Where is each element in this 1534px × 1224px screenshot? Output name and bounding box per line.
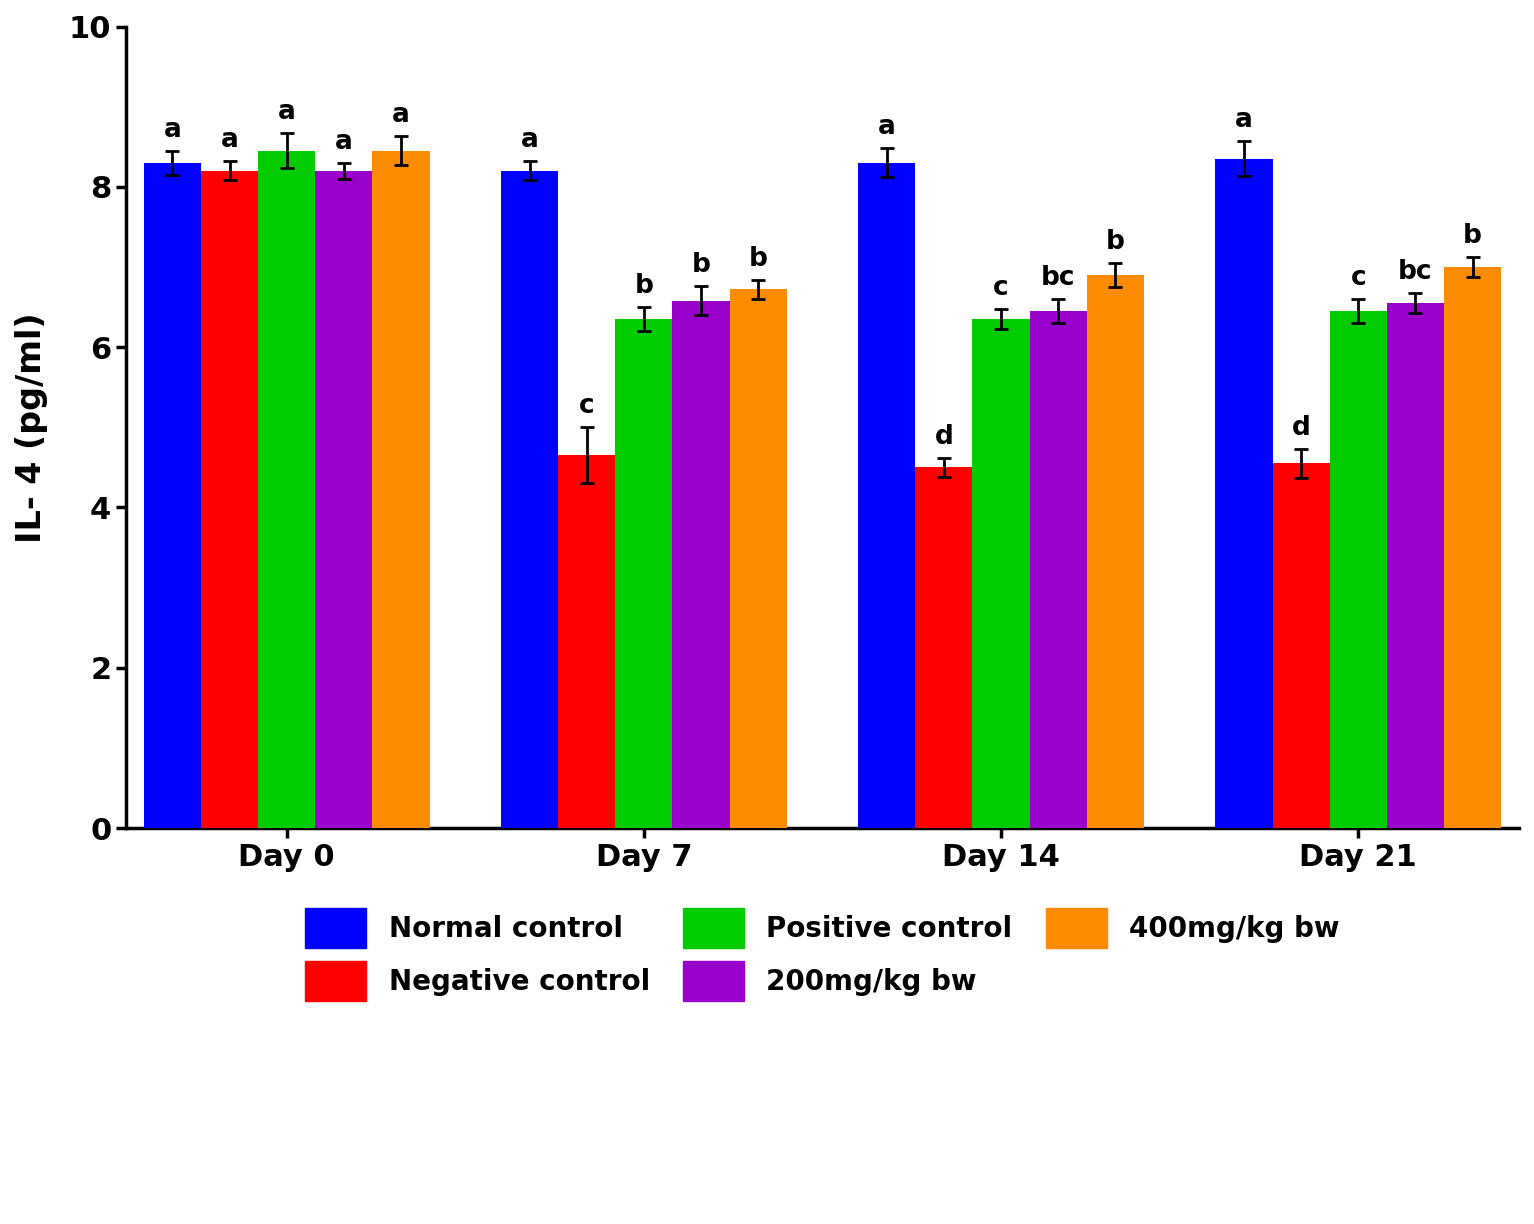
Text: a: a bbox=[278, 99, 296, 125]
Text: b: b bbox=[635, 273, 653, 299]
Bar bbox=[1330, 311, 1387, 829]
Y-axis label: IL- 4 (pg/ml): IL- 4 (pg/ml) bbox=[15, 312, 48, 542]
Bar bbox=[201, 171, 258, 829]
Text: a: a bbox=[393, 103, 410, 129]
Bar bbox=[1086, 275, 1144, 829]
Bar bbox=[558, 455, 615, 829]
Bar bbox=[1443, 267, 1502, 829]
Text: a: a bbox=[520, 127, 538, 153]
Text: bc: bc bbox=[1042, 266, 1075, 291]
Bar bbox=[615, 319, 672, 829]
Legend: Normal control, Negative control, Positive control, 200mg/kg bw, 400mg/kg bw: Normal control, Negative control, Positi… bbox=[291, 895, 1353, 1015]
Bar bbox=[1387, 304, 1443, 829]
Bar bbox=[730, 289, 787, 829]
Text: a: a bbox=[221, 127, 238, 153]
Bar bbox=[314, 171, 373, 829]
Text: c: c bbox=[992, 275, 1009, 301]
Text: a: a bbox=[1235, 108, 1253, 133]
Bar bbox=[1273, 464, 1330, 829]
Text: b: b bbox=[1463, 223, 1482, 250]
Text: c: c bbox=[578, 393, 595, 420]
Text: b: b bbox=[1106, 229, 1124, 255]
Text: d: d bbox=[934, 424, 953, 449]
Bar bbox=[858, 163, 916, 829]
Bar bbox=[1029, 311, 1086, 829]
Text: a: a bbox=[334, 129, 353, 154]
Text: b: b bbox=[749, 246, 767, 272]
Bar bbox=[916, 468, 973, 829]
Text: a: a bbox=[164, 116, 181, 143]
Text: b: b bbox=[692, 252, 710, 278]
Bar bbox=[672, 301, 730, 829]
Bar bbox=[1215, 159, 1273, 829]
Bar bbox=[258, 151, 314, 829]
Text: c: c bbox=[1350, 266, 1367, 291]
Text: a: a bbox=[877, 114, 896, 141]
Text: bc: bc bbox=[1397, 259, 1433, 285]
Bar bbox=[973, 319, 1029, 829]
Bar bbox=[144, 163, 201, 829]
Bar bbox=[502, 171, 558, 829]
Bar bbox=[373, 151, 430, 829]
Text: d: d bbox=[1292, 415, 1310, 441]
